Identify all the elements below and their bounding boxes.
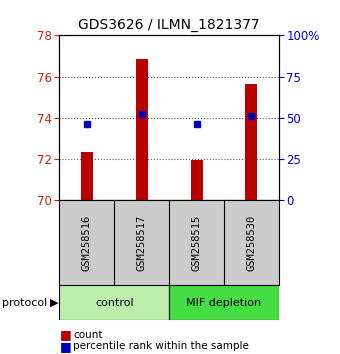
Bar: [190, 160, 203, 200]
Title: GDS3626 / ILMN_1821377: GDS3626 / ILMN_1821377: [78, 18, 260, 32]
Text: GSM258530: GSM258530: [246, 215, 256, 270]
Text: ■: ■: [59, 340, 71, 353]
Bar: [81, 152, 93, 200]
Text: count: count: [73, 330, 103, 339]
Text: ■: ■: [59, 328, 71, 341]
Bar: [245, 84, 257, 200]
Text: GSM258515: GSM258515: [191, 215, 202, 270]
Text: protocol: protocol: [2, 298, 47, 308]
Text: GSM258516: GSM258516: [82, 215, 92, 270]
Text: ▶: ▶: [50, 298, 59, 308]
Bar: [136, 59, 148, 200]
Text: control: control: [95, 298, 134, 308]
Text: MIF depletion: MIF depletion: [186, 298, 261, 308]
Text: GSM258517: GSM258517: [137, 215, 147, 270]
Text: percentile rank within the sample: percentile rank within the sample: [73, 341, 249, 351]
Bar: [59, 285, 169, 320]
Bar: [169, 285, 279, 320]
